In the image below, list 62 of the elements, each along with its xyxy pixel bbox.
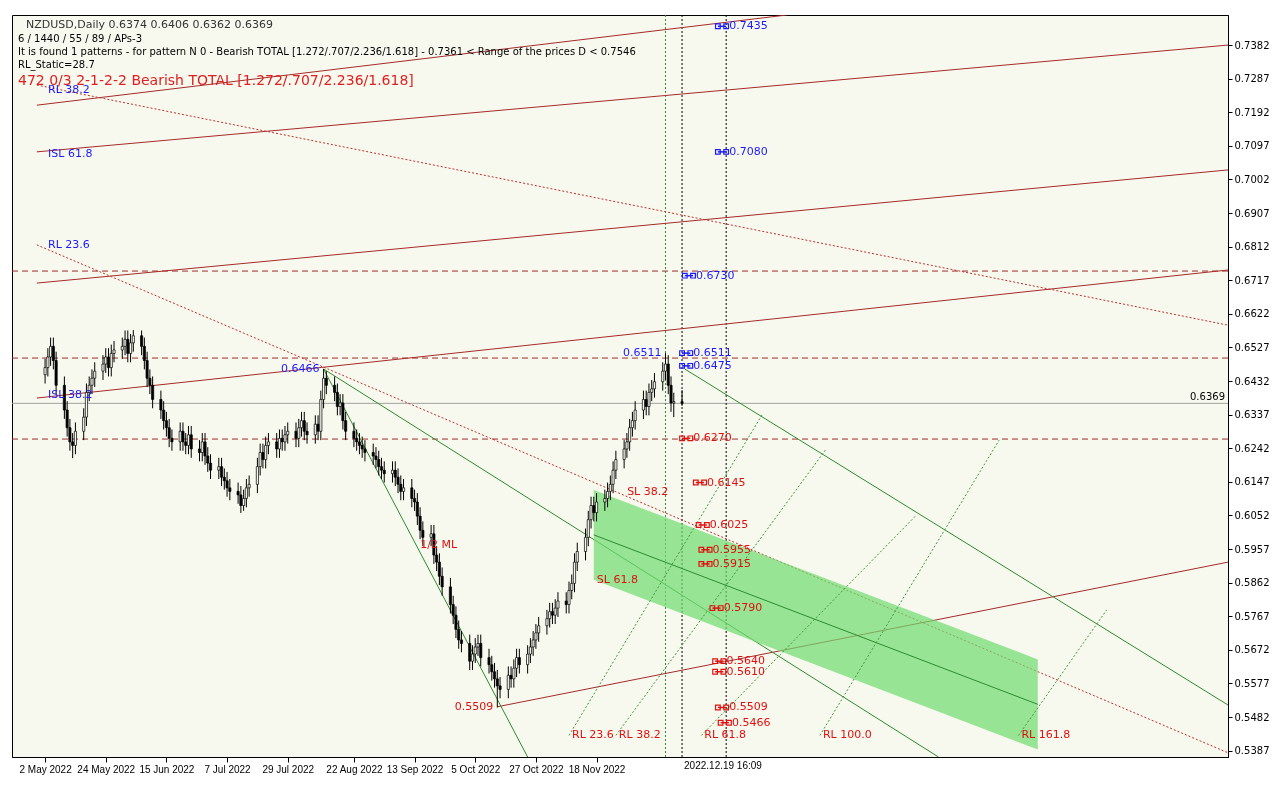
- annotation: 0.5509: [729, 700, 768, 714]
- y-tick-label: 0.5767: [1234, 610, 1270, 622]
- annotation: It is found 1 patterns - for pattern N 0 - Bearish TOTAL [1.272/.707/2.236/1.618] - 0.7361 < Range of the prices D < 0.7546: [18, 46, 636, 57]
- y-tick-label: 0.7097: [1234, 140, 1270, 152]
- ref-line-label: 2022.12.19 16:09: [684, 760, 763, 771]
- annotation: RL 23.6: [571, 728, 614, 742]
- y-tick-label: 0.5862: [1234, 577, 1270, 589]
- annotation: 6 / 1440 / 55 / 89 / APs-3: [18, 33, 143, 44]
- y-tick-label: 0.7192: [1234, 106, 1270, 118]
- y-tick-label: 0.6907: [1234, 207, 1270, 219]
- y-tick-label: 0.6812: [1234, 241, 1270, 253]
- annotation: 0.7435: [729, 19, 768, 33]
- annotation: 0.6145: [707, 475, 746, 489]
- annotation: RL 100.0: [822, 728, 872, 742]
- y-tick-label: 0.6147: [1234, 476, 1270, 488]
- x-tick-label: 18 Nov 2022: [568, 763, 626, 775]
- y-tick-label: 0.5482: [1234, 711, 1270, 723]
- x-tick-label: 15 Jun 2022: [139, 763, 195, 775]
- annotation: RL 38.2: [618, 728, 661, 742]
- y-tick-label: 0.7287: [1234, 73, 1270, 85]
- y-tick-label: 0.6242: [1234, 442, 1270, 454]
- chart-title: NZDUSD,Daily 0.6374 0.6406 0.6362 0.6369: [26, 18, 274, 31]
- annotation: 0.5790: [723, 601, 763, 615]
- annotation: 0.5955: [712, 542, 752, 556]
- x-tick-label: 22 Aug 2022: [326, 763, 383, 775]
- x-tick-label: 7 Jul 2022: [204, 763, 252, 775]
- annotation: SL 38.2: [627, 485, 669, 499]
- annotation: 0.5915: [712, 556, 752, 570]
- x-tick-label: 27 Oct 2022: [509, 763, 565, 775]
- annotation: 0.5466: [731, 715, 771, 729]
- annotation: RL_Static=28.7: [18, 59, 95, 71]
- y-tick-label: 0.6527: [1234, 341, 1270, 353]
- x-tick-label: 29 Jul 2022: [262, 763, 315, 775]
- annotation: RL 161.8: [1021, 728, 1071, 742]
- y-tick-label: 0.7382: [1234, 39, 1270, 51]
- y-tick-label: 0.5387: [1234, 745, 1270, 757]
- y-tick-label: 0.5957: [1234, 543, 1270, 555]
- y-tick-label: 0.6337: [1234, 409, 1270, 421]
- x-tick-label: 5 Oct 2022: [451, 763, 501, 775]
- annotation: RL 23.6: [48, 237, 90, 251]
- y-tick-label: 0.6432: [1234, 375, 1270, 387]
- y-tick-label: 0.5577: [1234, 677, 1270, 689]
- y-tick-label: 0.5672: [1234, 644, 1270, 656]
- annotation: RL 61.8: [704, 728, 747, 742]
- x-tick-label: 13 Sep 2022: [386, 763, 444, 775]
- annotation: 0.6475: [693, 358, 732, 372]
- ref-line-label: 0.6369: [1190, 391, 1225, 403]
- annotation: SL 61.8: [596, 572, 638, 586]
- annotation: 0.7080: [729, 144, 768, 158]
- x-tick-label: 2 May 2022: [19, 763, 73, 775]
- annotation: 0.6270: [693, 431, 732, 445]
- annotation: 0.6025: [709, 517, 749, 531]
- y-tick-label: 0.6622: [1234, 308, 1270, 320]
- x-tick-label: 24 May 2022: [77, 763, 136, 775]
- annotation: 0.5509: [454, 700, 494, 714]
- annotation: 0.6511: [693, 346, 732, 360]
- annotation: 0.6511: [623, 346, 662, 360]
- y-tick-label: 0.6717: [1234, 274, 1270, 286]
- y-tick-label: 0.6052: [1234, 509, 1270, 521]
- y-tick-label: 0.7002: [1234, 173, 1270, 185]
- annotation: ISL 61.8: [48, 146, 93, 160]
- annotation: 0.6730: [696, 268, 735, 282]
